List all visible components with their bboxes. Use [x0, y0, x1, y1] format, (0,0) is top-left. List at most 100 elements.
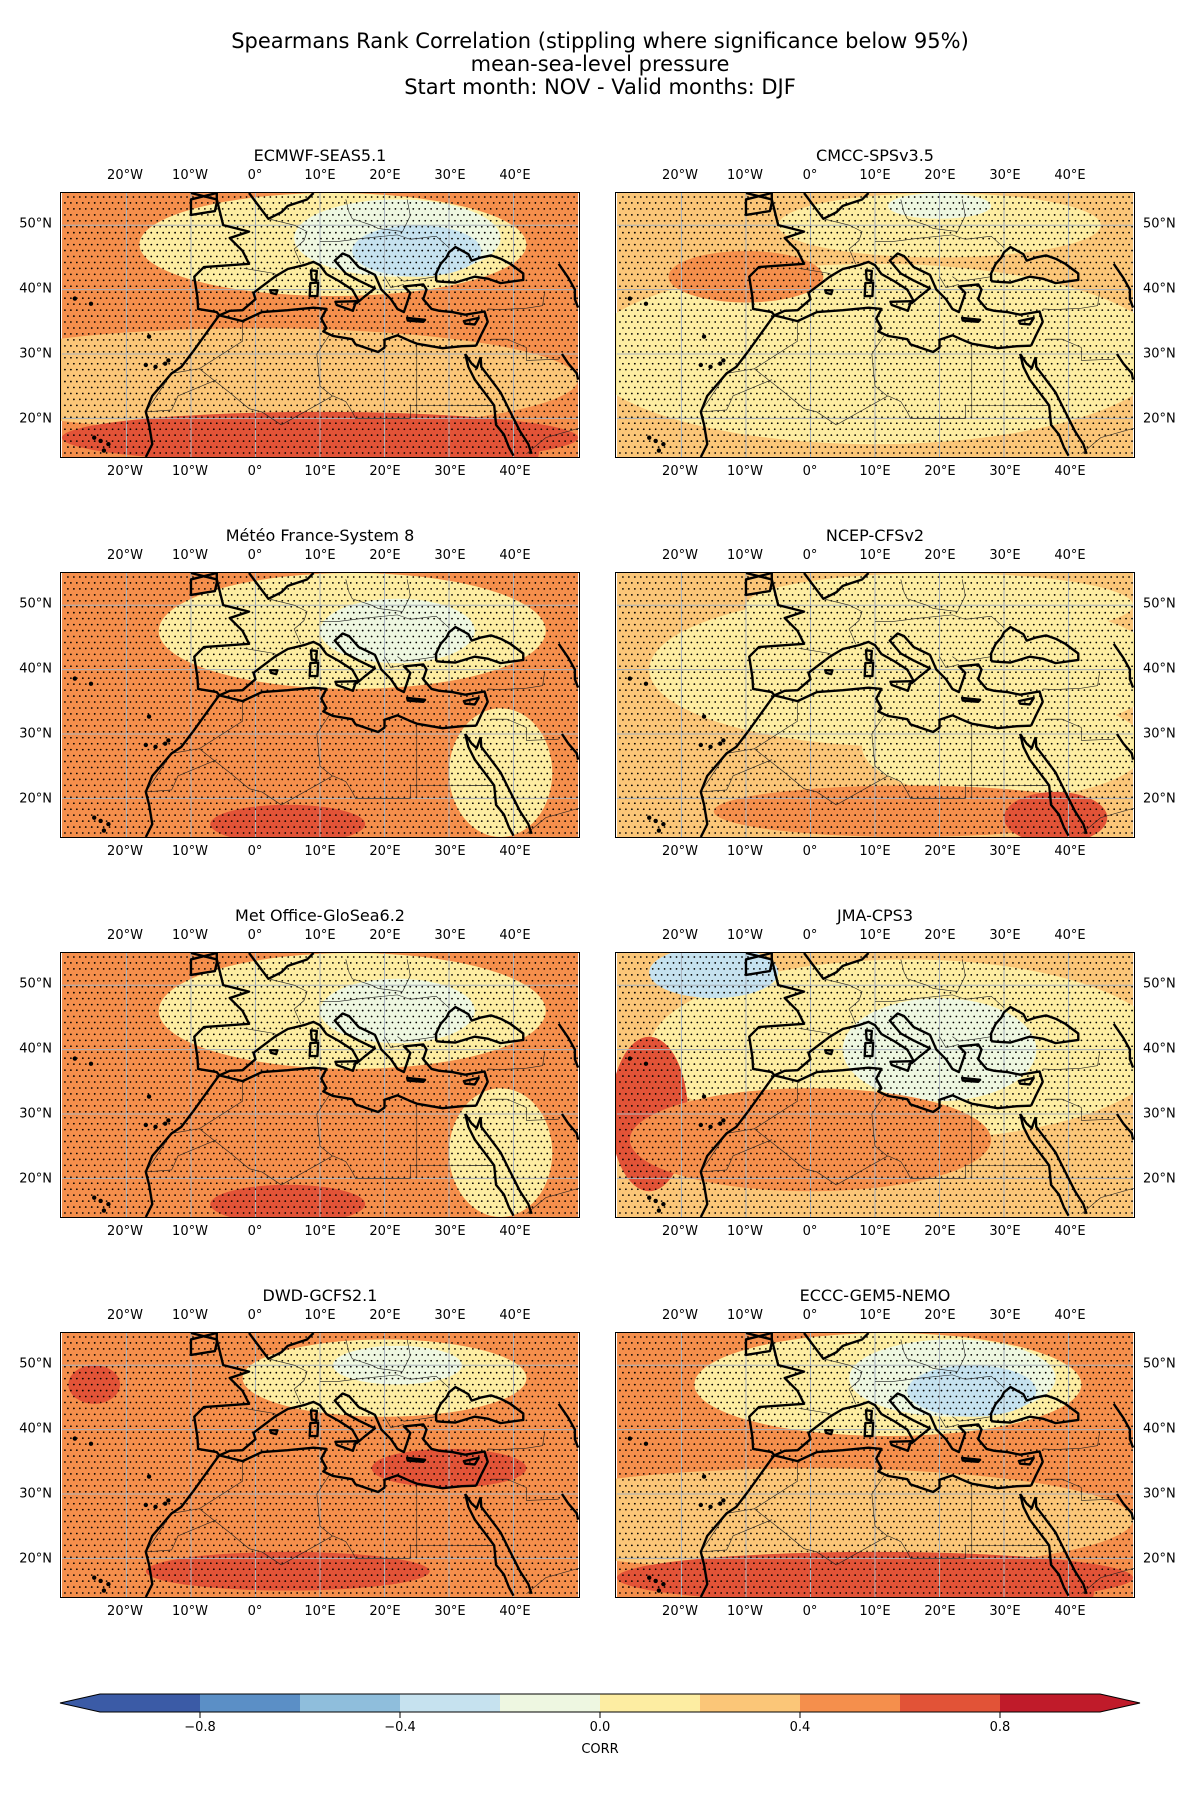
- lon-tick-label: 20°E: [369, 464, 400, 479]
- atlantic-high: [68, 1365, 121, 1404]
- lon-tick-label: 20°E: [924, 928, 955, 943]
- country-borders: [145, 199, 579, 455]
- map-canvas: [615, 572, 1135, 838]
- sahel-high: [210, 804, 366, 837]
- lon-tick-label: 40°E: [499, 844, 530, 859]
- stippling: [64, 196, 578, 454]
- lon-tick-label: 20°W: [662, 928, 698, 943]
- lon-tick-label: 20°E: [369, 1224, 400, 1239]
- lon-tick-label: 0°: [248, 928, 263, 943]
- sahel-high: [145, 1551, 430, 1591]
- lon-tick-label: 10°E: [859, 844, 890, 859]
- lat-tick-label: 40°N: [1135, 1422, 1176, 1437]
- lat-tick-label: 30°N: [1135, 727, 1176, 742]
- stippling: [619, 1336, 1133, 1594]
- lon-tick-label: 40°E: [1054, 1308, 1085, 1323]
- lat-tick-label: 50°N: [1135, 597, 1176, 612]
- lat-tick-label: 40°N: [19, 662, 60, 677]
- lon-tick-label: 10°E: [304, 1308, 335, 1323]
- lat-tick-label: 20°N: [19, 412, 60, 427]
- lon-tick-label: 0°: [248, 1604, 263, 1619]
- small-islands: [627, 1056, 726, 1213]
- lon-tick-label: 30°E: [989, 1224, 1020, 1239]
- lon-tick-label: 30°E: [434, 1604, 465, 1619]
- coastlines: [144, 953, 579, 1217]
- lon-tick-label: 20°W: [662, 1604, 698, 1619]
- lon-tick-label: 40°E: [1054, 1224, 1085, 1239]
- lon-tick-label: 10°E: [859, 1224, 890, 1239]
- colorbar-segment: [300, 1694, 400, 1712]
- map-canvas: [60, 1332, 580, 1598]
- lon-tick-label: 0°: [248, 1224, 263, 1239]
- title-line-2: mean-sea-level pressure: [0, 53, 1200, 76]
- country-borders: [145, 959, 579, 1215]
- lon-tick-label: 30°E: [989, 1308, 1020, 1323]
- lon-tick-label: 30°E: [989, 844, 1020, 859]
- country-borders: [700, 1339, 1134, 1595]
- colorbar-outline: [59, 1693, 1141, 1713]
- lat-tick-label: 50°N: [1135, 217, 1176, 232]
- lon-tick-label: 0°: [803, 548, 818, 563]
- lon-tick-label: 10°W: [172, 168, 208, 183]
- lat-tick-label: 40°N: [1135, 282, 1176, 297]
- lat-tick-label: 30°N: [1135, 1107, 1176, 1122]
- colorbar-scale: [59, 1693, 1141, 1718]
- lat-tick-label: 30°N: [19, 1107, 60, 1122]
- panel-title: ECMWF-SEAS5.1: [60, 146, 580, 165]
- lon-tick-label: 20°W: [662, 1308, 698, 1323]
- lon-tick-label: 10°E: [859, 1604, 890, 1619]
- stippling: [64, 576, 578, 834]
- lat-tick-label: 20°N: [1135, 412, 1176, 427]
- lon-tick-label: 10°E: [304, 168, 335, 183]
- colorbar-segment: [800, 1694, 900, 1712]
- panel-title: NCEP-CFSv2: [615, 526, 1135, 545]
- lon-tick-label: 0°: [803, 1604, 818, 1619]
- lon-tick-label: 20°W: [107, 928, 143, 943]
- lat-tick-label: 50°N: [1135, 977, 1176, 992]
- lon-tick-label: 40°E: [499, 548, 530, 563]
- lon-tick-label: 10°E: [304, 928, 335, 943]
- coastlines: [144, 1333, 579, 1597]
- country-borders: [700, 199, 1134, 455]
- lon-tick-label: 40°E: [499, 464, 530, 479]
- lon-tick-label: 20°E: [924, 1308, 955, 1323]
- country-borders: [145, 1339, 579, 1595]
- lon-tick-label: 30°E: [434, 1224, 465, 1239]
- colorbar-tick-label: 0.4: [790, 1720, 811, 1735]
- lon-tick-label: 20°E: [369, 168, 400, 183]
- panel-title: Météo France-System 8: [60, 526, 580, 545]
- lon-tick-label: 10°W: [172, 928, 208, 943]
- lat-tick-label: 50°N: [19, 1357, 60, 1372]
- lon-tick-label: 10°E: [859, 928, 890, 943]
- lon-tick-label: 20°W: [107, 1308, 143, 1323]
- small-islands: [72, 296, 171, 453]
- lon-tick-label: 20°W: [662, 844, 698, 859]
- small-islands: [627, 296, 726, 453]
- lon-tick-label: 10°E: [304, 844, 335, 859]
- gridlines: [61, 1333, 579, 1597]
- map-panel: DWD-GCFS2.1 20°W 20°W 10°W 10°W 0° 0° 10°E 10°E 2…: [19, 1286, 580, 1632]
- lon-tick-label: 0°: [248, 1308, 263, 1323]
- lat-tick-label: 20°N: [1135, 792, 1176, 807]
- lon-tick-label: 20°W: [107, 1604, 143, 1619]
- panel-title: DWD-GCFS2.1: [60, 1286, 580, 1305]
- lon-tick-label: 30°E: [434, 548, 465, 563]
- lon-tick-label: 30°E: [989, 464, 1020, 479]
- lon-tick-label: 20°E: [924, 1604, 955, 1619]
- lon-tick-label: 40°E: [499, 928, 530, 943]
- title-line-1: Spearmans Rank Correlation (stippling wh…: [0, 30, 1200, 53]
- colorbar-segment: [1000, 1694, 1140, 1712]
- lon-tick-label: 20°E: [369, 548, 400, 563]
- small-islands: [72, 1436, 171, 1593]
- colorbar-segment: [700, 1694, 800, 1712]
- lon-tick-label: 20°E: [369, 844, 400, 859]
- stippling: [64, 1336, 578, 1594]
- lon-tick-label: 20°W: [107, 844, 143, 859]
- lon-tick-label: 10°W: [172, 1604, 208, 1619]
- lon-tick-label: 40°E: [499, 168, 530, 183]
- map-canvas: [60, 192, 580, 458]
- lon-tick-label: 10°E: [304, 1604, 335, 1619]
- lat-tick-label: 30°N: [19, 727, 60, 742]
- lon-tick-label: 40°E: [499, 1308, 530, 1323]
- lon-tick-label: 40°E: [1054, 548, 1085, 563]
